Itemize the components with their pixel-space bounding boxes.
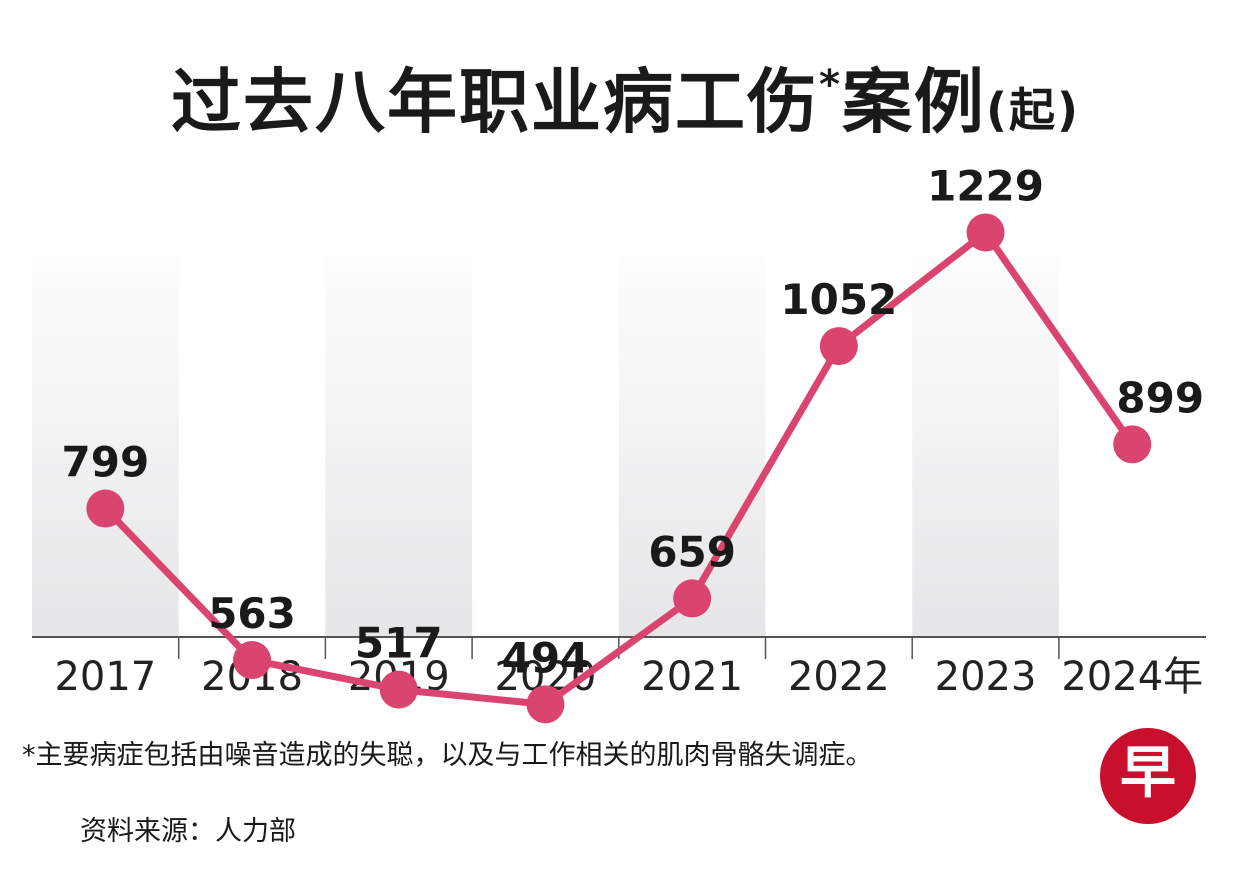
title-unit: (起): [985, 83, 1080, 137]
chart-title: 过去八年职业病工伤*案例(起): [0, 40, 1251, 155]
title-marker: *: [819, 62, 842, 108]
data-label: 659: [648, 527, 736, 576]
x-tick-label: 2017: [54, 654, 156, 700]
column-band: [325, 230, 473, 637]
data-label: 494: [502, 633, 590, 682]
title-main: 过去八年职业病工伤: [171, 61, 820, 143]
data-point: [1113, 425, 1152, 464]
data-point: [379, 670, 418, 709]
title-cases: 案例: [841, 61, 986, 143]
column-band: [32, 230, 179, 637]
data-label: 563: [208, 589, 296, 638]
column-band: [912, 230, 1059, 637]
x-tick-label: 2022: [788, 654, 890, 700]
data-point: [86, 489, 125, 528]
zaobao-logo-icon: 早: [1100, 728, 1196, 824]
data-label: 517: [355, 619, 443, 668]
data-point: [673, 579, 712, 618]
data-label: 1052: [780, 275, 897, 324]
data-label: 799: [62, 438, 150, 487]
data-point: [966, 213, 1005, 252]
source-note: 资料来源：人力部: [80, 816, 296, 847]
data-label: 1229: [927, 161, 1044, 210]
data-label: 899: [1116, 373, 1204, 422]
x-tick-label: 2024年: [1061, 654, 1203, 700]
column-band: [618, 230, 766, 637]
x-tick-label: 2021: [641, 654, 743, 700]
data-point: [233, 641, 272, 680]
data-point: [819, 327, 858, 366]
x-tick-label: 2023: [935, 654, 1037, 700]
footnote: *主要病症包括由噪音造成的失聪，以及与工作相关的肌肉骨骼失调症。: [22, 740, 873, 771]
logo-glyph: 早: [1120, 741, 1176, 806]
series-line: [101, 229, 1136, 708]
data-point: [526, 685, 565, 724]
